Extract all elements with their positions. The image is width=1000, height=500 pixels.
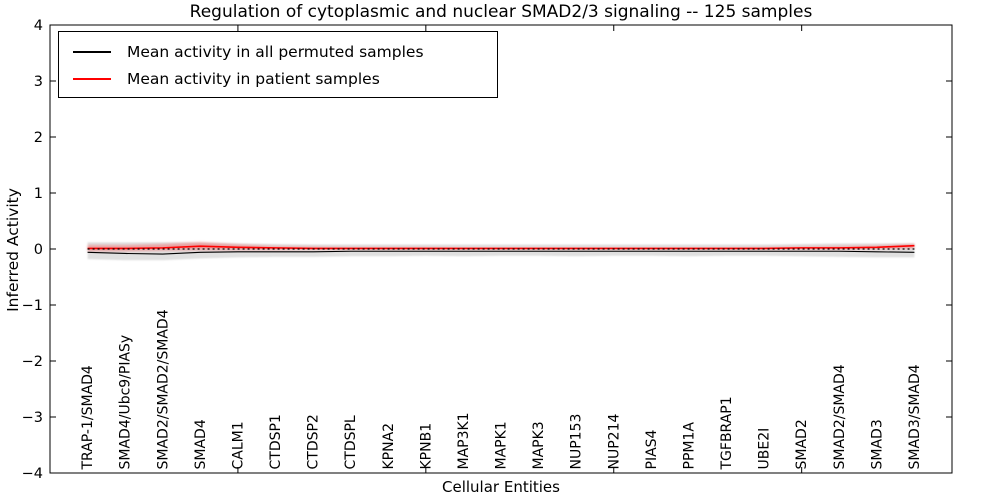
legend-item-permuted: Mean activity in all permuted samples bbox=[59, 38, 497, 65]
category-label: CALM1 bbox=[230, 421, 246, 469]
y-tick-label: 4 bbox=[34, 18, 43, 34]
patient-mean-line bbox=[87, 244, 915, 250]
category-label: MAPK3 bbox=[531, 421, 547, 469]
chart-title: Regulation of cytoplasmic and nuclear SM… bbox=[189, 2, 813, 22]
category-label: SMAD3 bbox=[869, 419, 885, 469]
y-tick-label: 0 bbox=[34, 242, 43, 258]
y-tick-label: 3 bbox=[34, 74, 43, 90]
category-label: UBE2I bbox=[757, 428, 773, 470]
y-tick-label: 2 bbox=[34, 130, 43, 146]
category-label: TGFBRAP1 bbox=[719, 396, 735, 470]
category-label: NUP214 bbox=[606, 414, 622, 470]
x-axis-label: Cellular Entities bbox=[442, 478, 560, 496]
y-axis-label: Inferred Activity bbox=[4, 188, 22, 312]
category-label: SMAD2/SMAD2/SMAD4 bbox=[155, 309, 171, 469]
y-tick-label: −3 bbox=[22, 410, 43, 426]
permuted-mean-line bbox=[87, 250, 915, 255]
category-label: SMAD2 bbox=[794, 419, 810, 469]
legend-item-patient: Mean activity in patient samples bbox=[59, 65, 497, 92]
category-label: CTDSP2 bbox=[306, 414, 322, 469]
legend-label-patient: Mean activity in patient samples bbox=[127, 69, 380, 88]
category-label: KPNA2 bbox=[381, 423, 397, 470]
y-tick-label: −1 bbox=[22, 298, 43, 314]
category-label: PPM1A bbox=[681, 422, 697, 470]
category-label: CTDSPL bbox=[343, 415, 359, 469]
category-label: PIAS4 bbox=[644, 429, 660, 469]
legend: Mean activity in all permuted samples Me… bbox=[58, 31, 498, 98]
y-tick-label: −2 bbox=[22, 354, 43, 370]
category-label: SMAD4/Ubc9/PIASy bbox=[118, 335, 134, 470]
y-tick-label: −4 bbox=[22, 466, 43, 482]
category-label: MAP3K1 bbox=[456, 412, 472, 469]
category-label: SMAD3/SMAD4 bbox=[907, 364, 923, 469]
y-tick-label: 1 bbox=[34, 186, 43, 202]
category-label: KPNB1 bbox=[418, 423, 434, 470]
legend-line-patient-icon bbox=[73, 77, 111, 80]
legend-label-permuted: Mean activity in all permuted samples bbox=[127, 42, 424, 61]
category-label: TRAP-1/SMAD4 bbox=[80, 365, 96, 470]
category-label: NUP153 bbox=[569, 414, 585, 470]
category-label: MAPK1 bbox=[494, 421, 510, 469]
category-label: CTDSP1 bbox=[268, 414, 284, 469]
category-label: SMAD4 bbox=[193, 419, 209, 469]
legend-line-permuted-icon bbox=[73, 50, 111, 53]
category-label: SMAD2/SMAD4 bbox=[832, 364, 848, 469]
